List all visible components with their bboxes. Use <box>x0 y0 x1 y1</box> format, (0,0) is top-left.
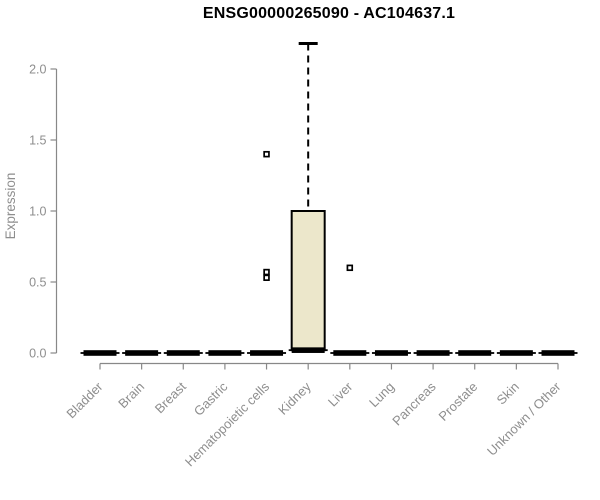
median-bar-liver <box>333 350 367 356</box>
y-tick-label: 2.0 <box>29 62 46 76</box>
median-bar-gastric <box>208 350 242 356</box>
median-bar-kidney <box>291 347 325 353</box>
y-tick-label: 0.5 <box>29 275 46 289</box>
median-bar-skin <box>499 350 533 356</box>
outlier-point-liver <box>346 264 354 272</box>
median-bar-lung <box>374 350 408 356</box>
outlier-point-hematopoietic-cells <box>263 150 270 158</box>
x-tick-label-prostate: Prostate <box>436 379 481 424</box>
y-tick-label: 1.0 <box>29 204 46 218</box>
x-tick-label-breast: Breast <box>152 379 189 416</box>
outlier-point-hematopoietic-cells <box>263 268 270 276</box>
x-tick-label-brain: Brain <box>115 379 147 411</box>
x-tick-label-kidney: Kidney <box>275 379 314 418</box>
box-kidney <box>290 210 326 352</box>
median-bar-hematopoietic-cells <box>250 350 284 356</box>
x-tick-label-bladder: Bladder <box>63 379 106 422</box>
x-tick-label-unknown-other: Unknown / Other <box>484 379 564 459</box>
chart-title: ENSG00000265090 - AC104637.1 <box>202 5 456 22</box>
median-bar-pancreas <box>416 350 450 356</box>
outlier-point-hematopoietic-cells <box>263 274 270 281</box>
y-tick-label: 1.5 <box>29 133 46 147</box>
median-bar-bladder <box>83 350 117 356</box>
x-tick-label-liver: Liver <box>325 379 356 410</box>
median-bar-brain <box>125 350 159 356</box>
x-tick-label-lung: Lung <box>366 379 397 410</box>
x-tick-label-skin: Skin <box>493 379 521 407</box>
x-tick-label-pancreas: Pancreas <box>389 379 439 429</box>
median-bar-breast <box>166 350 200 356</box>
y-tick-label: 0.0 <box>29 346 46 360</box>
x-tick-label-gastric: Gastric <box>191 379 231 419</box>
median-bar-unknown-other <box>541 350 575 356</box>
median-bar-prostate <box>458 350 492 356</box>
